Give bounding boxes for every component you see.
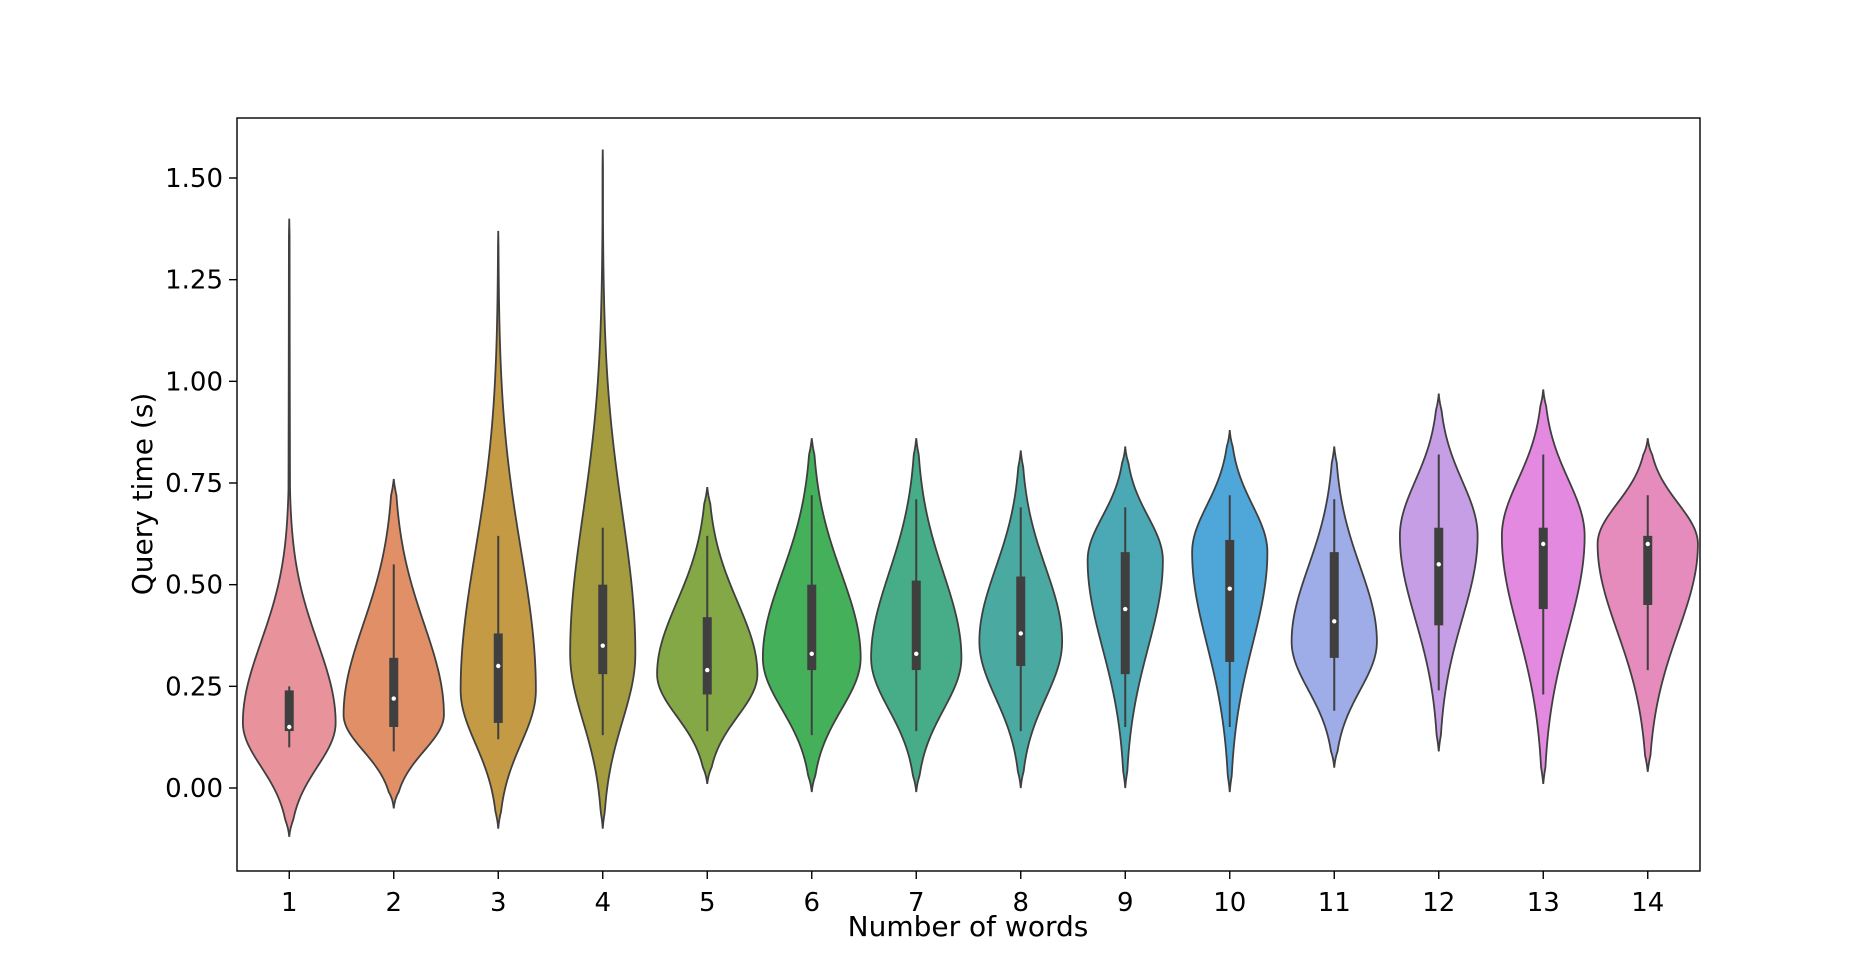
violin-iqr-box xyxy=(598,584,608,675)
x-tick-label: 10 xyxy=(1213,888,1246,918)
y-tick-label: 0.25 xyxy=(165,672,223,702)
x-axis-label: Number of words xyxy=(848,910,1089,943)
y-tick-label: 1.00 xyxy=(165,367,223,397)
x-tick-label: 6 xyxy=(803,888,820,918)
violin-body xyxy=(459,230,537,829)
y-tick-label: 0.75 xyxy=(165,469,223,499)
violin-median-point xyxy=(600,643,605,648)
x-tick-label: 8 xyxy=(1012,888,1029,918)
violin-iqr-box xyxy=(702,617,712,695)
violin-median-point xyxy=(1436,562,1441,567)
violin-median-point xyxy=(705,667,710,673)
violin-median-point xyxy=(1332,619,1337,624)
y-tick-label: 0.00 xyxy=(165,774,223,804)
x-tick-label: 14 xyxy=(1631,888,1664,918)
violin-median-point xyxy=(1227,586,1232,591)
y-tick-label: 1.25 xyxy=(165,266,223,296)
x-tick-label: 13 xyxy=(1527,888,1560,918)
violin-body xyxy=(569,149,637,829)
violin-iqr-box xyxy=(1120,552,1130,675)
x-tick-label: 5 xyxy=(699,888,716,918)
violin-iqr-box xyxy=(1016,576,1026,666)
violin-median-point xyxy=(1541,541,1546,547)
violin-iqr-box xyxy=(493,633,503,723)
violin-iqr-box xyxy=(1434,527,1444,626)
x-tick-label: 2 xyxy=(385,888,402,918)
y-axis: 0.00 0.25 0.50 0.75 1.00 1.25 1.50 xyxy=(165,164,237,804)
violin-median-point xyxy=(809,651,814,656)
violins-layer xyxy=(241,149,1699,837)
violin-iqr-box xyxy=(1225,539,1235,662)
y-tick-label: 1.50 xyxy=(165,164,223,194)
y-axis-label: Query time (s) xyxy=(126,393,159,596)
violin-median-point xyxy=(1123,606,1128,612)
violin-median-point xyxy=(1645,541,1650,547)
violin-body xyxy=(241,218,337,837)
x-tick-label: 3 xyxy=(490,888,507,918)
violin-median-point xyxy=(391,696,396,701)
violin-iqr-box xyxy=(1329,552,1339,658)
violin-median-point xyxy=(1018,631,1023,636)
violin-iqr-box xyxy=(389,657,399,727)
x-tick-label: 4 xyxy=(594,888,611,918)
violin-iqr-box xyxy=(911,580,921,671)
violin-median-point xyxy=(287,724,292,730)
x-tick-label: 12 xyxy=(1422,888,1455,918)
x-tick-label: 11 xyxy=(1318,888,1351,918)
violin-median-point xyxy=(496,663,501,669)
x-tick-label: 9 xyxy=(1117,888,1134,918)
plot-frame xyxy=(236,117,1701,872)
y-tick-label: 0.50 xyxy=(165,571,223,601)
violin-iqr-box xyxy=(807,584,817,671)
violin-median-point xyxy=(914,651,919,656)
x-tick-label: 7 xyxy=(908,888,925,918)
violin-iqr-box xyxy=(1538,527,1548,610)
x-axis: 1 2 3 4 5 6 7 8 9 10 11 12 13 14 xyxy=(281,871,1664,918)
x-tick-label: 1 xyxy=(281,888,298,918)
violin-iqr-box xyxy=(1643,535,1653,605)
violin-iqr-box xyxy=(284,690,294,732)
